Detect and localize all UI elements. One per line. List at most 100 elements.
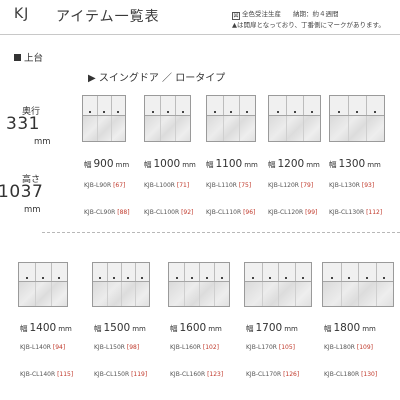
- door-divider: [261, 263, 263, 282]
- door-knob: [338, 111, 340, 114]
- item-code: KJB-L170R [105]: [246, 344, 296, 351]
- width-label: 幅 1400 mm: [20, 322, 72, 334]
- door-divider: [340, 281, 342, 306]
- door-knob: [330, 277, 333, 280]
- item-code-cl: KJB-CL150R [119]: [94, 371, 148, 378]
- door-divider: [175, 96, 176, 116]
- item-code: KJB-L90R [67]: [84, 182, 126, 189]
- door-knob: [205, 277, 208, 280]
- door-knob: [214, 111, 216, 114]
- cabinet-lower-panel: [207, 115, 255, 141]
- door-divider: [199, 263, 200, 282]
- width-label: 幅 900 mm: [84, 158, 130, 170]
- made-to-order-mark: 図: [232, 12, 240, 20]
- item-code-cl: KJB-CL180R [130]: [324, 371, 378, 378]
- door-divider: [348, 115, 349, 141]
- door-divider: [160, 115, 161, 141]
- door-divider: [358, 281, 359, 306]
- width-label: 幅 1000 mm: [144, 158, 196, 170]
- height-label: 高さ: [22, 175, 41, 185]
- door-divider: [214, 281, 215, 306]
- door-knob: [365, 277, 368, 280]
- door-knob: [268, 277, 271, 280]
- cabinet-upper-doors: [93, 263, 149, 283]
- height-value: 1037: [0, 182, 44, 202]
- door-knob: [252, 277, 255, 280]
- door-divider: [107, 281, 108, 306]
- cabinet-upper-doors: [245, 263, 311, 283]
- header-divider: [0, 34, 400, 35]
- door-divider: [348, 96, 349, 116]
- door-divider: [97, 115, 98, 141]
- item-code: KJB-L120R [79]: [268, 182, 314, 189]
- door-divider: [278, 281, 279, 306]
- door-divider: [214, 263, 215, 282]
- cabinet-lower-panel: [169, 281, 229, 306]
- cabinet-image: [329, 95, 385, 142]
- hinge-note: ▲は開扉となっており、丁番側にマークがあります。: [232, 21, 385, 29]
- door-knob: [175, 277, 178, 280]
- item-code: KJB-L150R [98]: [94, 344, 140, 351]
- item-code-cl: KJB-CL100R [92]: [144, 209, 194, 216]
- door-divider: [175, 115, 176, 141]
- door-divider: [223, 96, 224, 116]
- door-divider: [35, 281, 36, 306]
- depth-label: 奥行: [22, 107, 41, 117]
- item-code: KJB-L180R [109]: [324, 344, 374, 351]
- door-divider: [121, 281, 122, 306]
- item-code-cl: KJB-CL170R [126]: [246, 371, 300, 378]
- door-divider: [239, 96, 240, 116]
- cabinet-upper-doors: [207, 96, 255, 117]
- door-divider: [184, 281, 185, 306]
- cabinet-upper-doors: [169, 263, 229, 283]
- cabinet-image: [268, 95, 321, 142]
- cabinet-upper-doors: [83, 96, 125, 117]
- door-knob: [127, 277, 129, 280]
- legend-line: 図全色受注生産 納期：約４週間: [232, 8, 339, 20]
- door-knob: [26, 277, 28, 280]
- door-divider: [358, 263, 359, 282]
- width-label: 幅 1600 mm: [170, 322, 222, 334]
- cabinet-lower-panel: [269, 115, 320, 141]
- door-knob: [113, 277, 115, 280]
- item-code: KJB-L100R [71]: [144, 182, 190, 189]
- door-knob: [166, 111, 169, 114]
- door-knob: [230, 111, 232, 114]
- item-code: KJB-L160R [102]: [170, 344, 220, 351]
- door-knob: [190, 277, 193, 280]
- cabinet-lower-panel: [145, 115, 190, 141]
- door-divider: [375, 263, 377, 282]
- door-knob: [103, 111, 105, 114]
- item-code: KJB-L130R [93]: [329, 182, 375, 189]
- item-code: KJB-L140R [94]: [20, 344, 66, 351]
- page-title: アイテム一覧表: [56, 9, 160, 25]
- door-divider: [199, 281, 200, 306]
- item-code-cl: KJB-CL110R [96]: [206, 209, 256, 216]
- door-knob: [220, 277, 223, 280]
- door-divider: [294, 263, 296, 282]
- door-divider: [121, 263, 122, 282]
- door-divider: [111, 96, 112, 116]
- door-knob: [310, 111, 313, 114]
- series-name: KJ: [14, 6, 30, 22]
- door-knob: [181, 111, 184, 114]
- item-code-cl: KJB-CL160R [123]: [170, 371, 224, 378]
- width-label: 幅 1800 mm: [324, 322, 376, 334]
- cabinet-upper-doors: [145, 96, 190, 117]
- cabinet-upper-doors: [330, 96, 384, 117]
- cabinet-image: [144, 95, 191, 142]
- door-divider: [303, 96, 304, 116]
- width-label: 幅 1500 mm: [94, 322, 146, 334]
- door-knob: [348, 277, 351, 280]
- cabinet-lower-panel: [19, 281, 67, 306]
- door-divider: [51, 263, 52, 282]
- door-knob: [293, 111, 296, 114]
- item-code-cl: KJB-CL130R [112]: [329, 209, 383, 216]
- cabinet-lower-panel: [330, 115, 384, 141]
- door-knob: [99, 277, 101, 280]
- door-knob: [117, 111, 119, 114]
- depth-value: 331: [6, 114, 40, 134]
- door-divider: [286, 96, 287, 116]
- cabinet-upper-doors: [19, 263, 67, 283]
- width-label: 幅 1200 mm: [268, 158, 320, 170]
